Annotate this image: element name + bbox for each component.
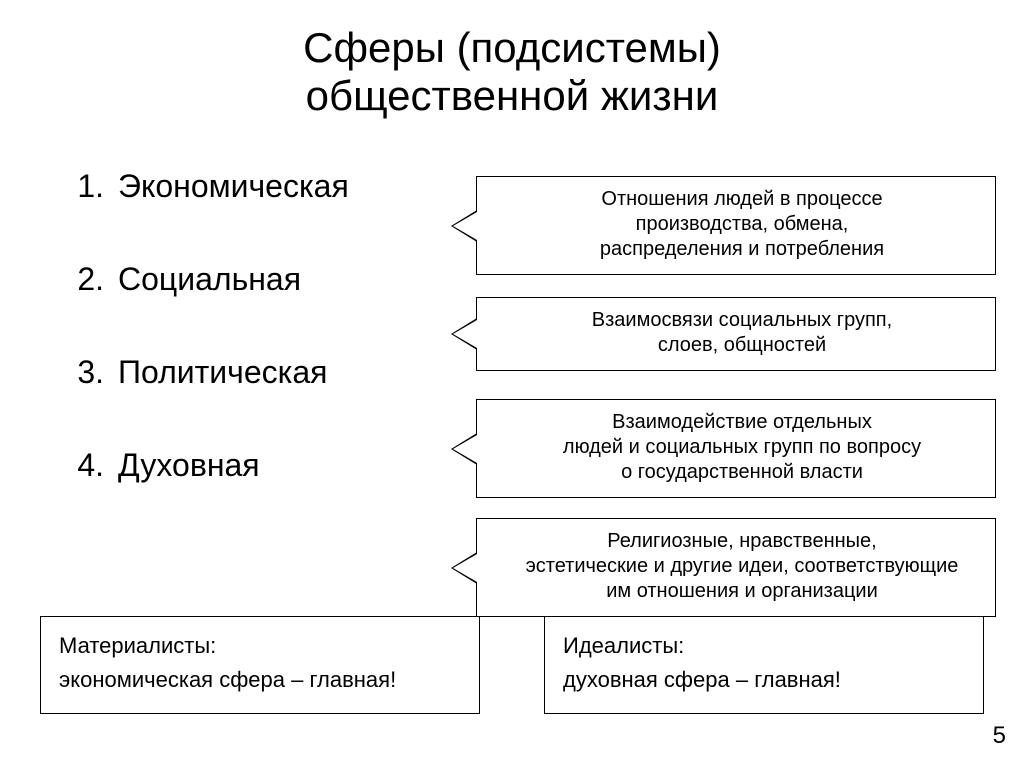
callout-political: Взаимодействие отдельных людей и социаль… (476, 399, 996, 498)
box-line: экономическая сфера – главная! (59, 663, 461, 697)
list-number: 1. (62, 168, 118, 205)
callout-spiritual: Религиозные, нравственные, эстетические … (476, 518, 996, 617)
callout-column: Отношения людей в процессе производства,… (476, 176, 996, 635)
box-line: духовная сфера – главная! (563, 663, 965, 697)
list-item: 3. Политическая (62, 354, 442, 391)
callout-text-line: о государственной власти (507, 460, 977, 485)
callout-text-line: распределения и потребления (507, 237, 977, 262)
callout-text-line: людей и социальных групп по вопросу (507, 435, 977, 460)
slide-title: Сферы (подсистемы) общественной жизни (0, 24, 1024, 121)
list-label: Экономическая (118, 168, 349, 205)
list-item: 4. Духовная (62, 447, 442, 484)
callout-text-line: Религиозные, нравственные, (507, 529, 977, 554)
callout-economic: Отношения людей в процессе производства,… (476, 176, 996, 275)
list-number: 2. (62, 261, 118, 298)
sphere-list: 1. Экономическая 2. Социальная 3. Полити… (62, 168, 442, 540)
list-number: 3. (62, 354, 118, 391)
callout-text-line: слоев, общностей (507, 333, 977, 358)
callout-pointer-icon (451, 552, 477, 584)
list-item: 2. Социальная (62, 261, 442, 298)
box-idealists: Идеалисты: духовная сфера – главная! (544, 616, 984, 714)
bottom-row: Материалисты: экономическая сфера – глав… (40, 616, 984, 714)
box-line: Материалисты: (59, 629, 461, 663)
page-number: 5 (993, 722, 1006, 750)
box-line: Идеалисты: (563, 629, 965, 663)
callout-text-line: Взаимосвязи социальных групп, (507, 308, 977, 333)
list-number: 4. (62, 447, 118, 484)
title-line-2: общественной жизни (306, 72, 719, 119)
title-line-1: Сферы (подсистемы) (303, 24, 721, 71)
callout-text-line: Отношения людей в процессе (507, 187, 977, 212)
callout-text-line: им отношения и организации (507, 579, 977, 604)
callout-text-line: эстетические и другие идеи, соответствую… (507, 554, 977, 579)
list-label: Духовная (118, 447, 260, 484)
slide: Сферы (подсистемы) общественной жизни 1.… (0, 0, 1024, 768)
list-label: Политическая (118, 354, 327, 391)
list-label: Социальная (118, 261, 301, 298)
box-materialists: Материалисты: экономическая сфера – глав… (40, 616, 480, 714)
callout-text-line: производства, обмена, (507, 212, 977, 237)
callout-pointer-icon (451, 318, 477, 350)
callout-social: Взаимосвязи социальных групп, слоев, общ… (476, 297, 996, 371)
list-item: 1. Экономическая (62, 168, 442, 205)
callout-pointer-icon (451, 433, 477, 465)
callout-text-line: Взаимодействие отдельных (507, 410, 977, 435)
callout-pointer-icon (451, 210, 477, 242)
